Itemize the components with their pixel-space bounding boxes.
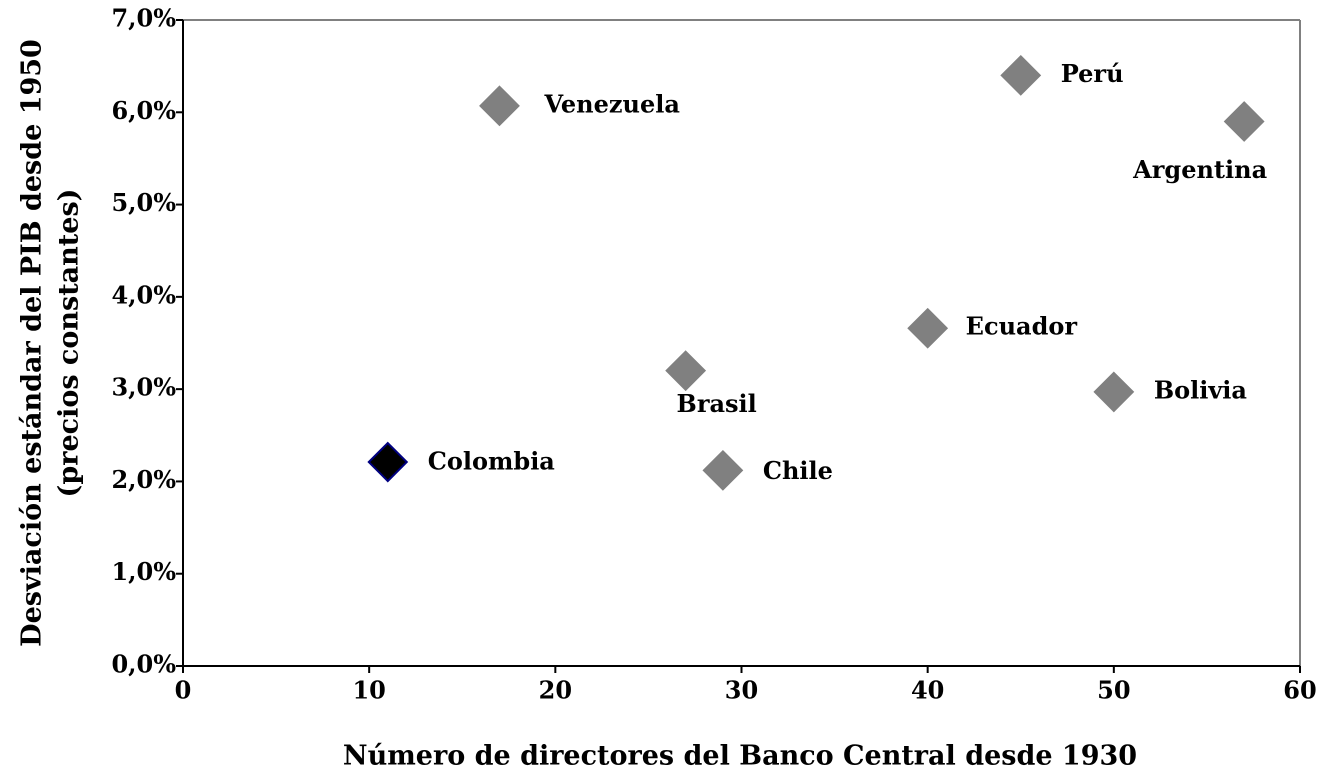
- y-axis-title: (precios constantes): [54, 189, 85, 498]
- point: [1000, 54, 1042, 96]
- point: [907, 307, 949, 349]
- point-label: Colombia: [428, 447, 555, 476]
- x-tick-label: 20: [539, 676, 572, 705]
- point: [479, 85, 520, 127]
- x-tick-label: 30: [725, 676, 758, 705]
- y-tick-label: 3,0%: [111, 373, 176, 402]
- y-tick-label: 0,0%: [111, 650, 176, 679]
- x-tick-label: 50: [1097, 676, 1130, 705]
- point: [1093, 371, 1135, 413]
- y-tick-label: 5,0%: [111, 188, 176, 217]
- y-tick-label: 7,0%: [111, 4, 176, 33]
- y-tick-label: 1,0%: [111, 557, 176, 586]
- x-tick-label: 40: [911, 676, 944, 705]
- point-label: Bolivia: [1154, 375, 1247, 404]
- x-axis-title: Número de directores del Banco Central d…: [343, 741, 1137, 772]
- y-tick-label: 2,0%: [111, 465, 176, 494]
- point-label: Brasil: [677, 389, 757, 418]
- point-label: Chile: [763, 456, 833, 485]
- x-tick-label: 0: [175, 676, 192, 705]
- x-tick-label: 10: [352, 676, 385, 705]
- point: [702, 449, 744, 491]
- x-tick-label: 60: [1283, 676, 1316, 705]
- y-tick-label: 6,0%: [111, 96, 176, 125]
- point: [665, 350, 707, 392]
- y-axis-title: Desviación estándar del PIB desde 1950: [17, 39, 48, 647]
- y-tick-label: 4,0%: [111, 280, 176, 309]
- point-label: Ecuador: [966, 312, 1078, 341]
- point-label: Venezuela: [543, 89, 679, 118]
- point: [367, 441, 409, 483]
- point: [1223, 101, 1265, 142]
- point-label: Argentina: [1132, 155, 1267, 184]
- point-label: Perú: [1061, 59, 1124, 88]
